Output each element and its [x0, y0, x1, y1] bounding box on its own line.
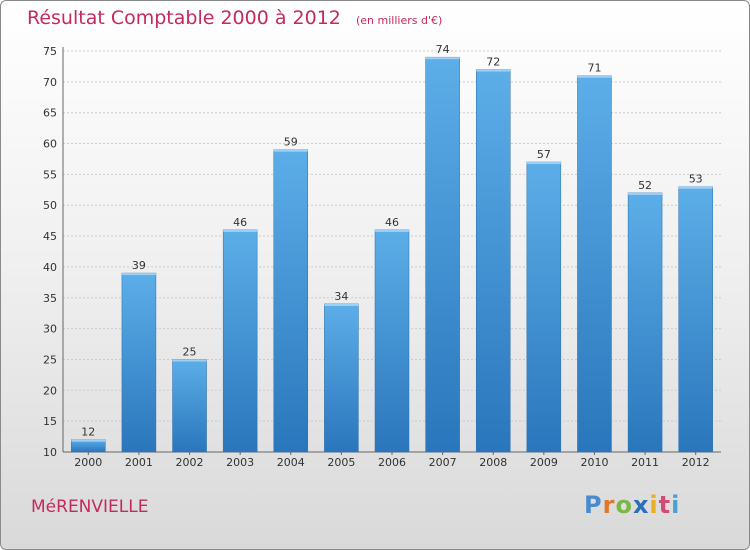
x-tick-label: 2007 [429, 456, 457, 469]
y-tick-label: 60 [43, 138, 57, 151]
y-tick-label: 45 [43, 230, 57, 243]
bar-layer [71, 56, 713, 453]
logo-letter: t [658, 491, 672, 519]
bar-top-highlight [476, 69, 511, 72]
chart-title: Résultat Comptable 2000 à 2012 [27, 7, 341, 29]
logo-letter: i [671, 491, 681, 519]
bar-top-highlight [223, 229, 258, 232]
y-tick-label: 75 [43, 45, 57, 58]
bar [425, 56, 460, 453]
value-label: 71 [587, 62, 601, 75]
bar [526, 161, 562, 453]
bar-top-highlight [526, 162, 561, 165]
y-tick-label: 55 [43, 168, 57, 181]
x-tick-label: 2009 [530, 456, 558, 469]
value-label: 25 [183, 345, 197, 358]
x-tick-label: 2001 [125, 456, 153, 469]
x-tick-label: 2006 [378, 456, 406, 469]
bar-top-highlight [71, 439, 106, 442]
bar-top-highlight [425, 57, 460, 60]
bar-top-highlight [678, 186, 713, 189]
y-tick-label: 10 [43, 446, 57, 459]
title-row: Résultat Comptable 2000 à 2012 (en milli… [27, 7, 442, 29]
value-label: 53 [689, 173, 703, 186]
bar [222, 229, 258, 453]
value-label: 52 [638, 179, 652, 192]
bar [627, 192, 663, 453]
bar [577, 75, 612, 453]
commune-name: MéRENVIELLE [31, 497, 149, 517]
bar [121, 272, 157, 453]
value-label: 72 [486, 56, 500, 69]
label-layer: 12 2000 39 2001 25 2002 46 2003 59 2004 34 2005 46 20… [74, 43, 709, 469]
bar [324, 303, 359, 453]
y-tick-label: 65 [43, 107, 57, 120]
x-tick-label: 2012 [682, 456, 710, 469]
bar [172, 359, 207, 453]
logo-letter: x [632, 491, 650, 519]
bar [678, 186, 713, 453]
value-label: 59 [284, 136, 298, 149]
bar-top-highlight [577, 75, 612, 78]
logo-letter: r [602, 491, 616, 519]
logo-letter: o [615, 491, 633, 519]
logo-letter: i [649, 491, 659, 519]
x-tick-label: 2002 [176, 456, 204, 469]
y-tick-label: 25 [43, 353, 57, 366]
y-tick-label: 20 [43, 384, 57, 397]
bar [273, 149, 309, 453]
value-label: 46 [385, 216, 399, 229]
y-tick-label: 15 [43, 415, 57, 428]
x-tick-label: 2000 [74, 456, 102, 469]
x-tick-label: 2008 [479, 456, 507, 469]
axis-layer: 10 15 20 25 30 35 40 45 50 55 60 65 70 75 [43, 45, 721, 459]
y-tick-label: 35 [43, 292, 57, 305]
bar-top-highlight [628, 192, 663, 195]
value-label: 74 [436, 43, 450, 56]
y-tick-label: 40 [43, 261, 57, 274]
bar-top-highlight [324, 303, 359, 306]
bar [475, 69, 511, 453]
bar-top-highlight [172, 359, 207, 362]
x-tick-label: 2011 [631, 456, 659, 469]
x-tick-label: 2010 [580, 456, 608, 469]
value-label: 46 [233, 216, 247, 229]
bar-top-highlight [273, 149, 308, 152]
bar-top-highlight [121, 273, 156, 276]
proxiti-logo: Proxiti [584, 491, 680, 519]
logo-letter: P [584, 491, 603, 519]
bar [374, 229, 410, 453]
unit-note: (en milliers d'€) [355, 14, 443, 27]
x-tick-label: 2003 [226, 456, 254, 469]
y-tick-label: 70 [43, 76, 57, 89]
bar-top-highlight [375, 229, 409, 232]
value-label: 12 [81, 426, 95, 439]
value-label: 39 [132, 259, 146, 272]
x-tick-label: 2004 [277, 456, 305, 469]
y-tick-label: 30 [43, 323, 57, 336]
x-tick-label: 2005 [327, 456, 355, 469]
value-label: 34 [334, 290, 348, 303]
value-label: 57 [537, 148, 551, 161]
y-tick-label: 50 [43, 199, 57, 212]
